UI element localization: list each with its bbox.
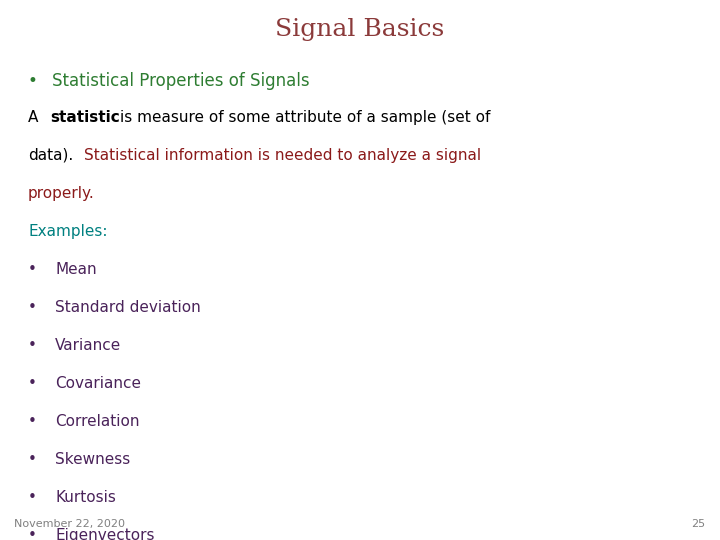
Text: Covariance: Covariance <box>55 376 141 391</box>
Text: Correlation: Correlation <box>55 414 140 429</box>
Text: •: • <box>28 528 37 540</box>
Text: •: • <box>28 490 37 505</box>
Text: statistic: statistic <box>50 110 120 125</box>
Text: 25: 25 <box>691 519 706 529</box>
Text: Mean: Mean <box>55 262 96 277</box>
Text: Statistical Properties of Signals: Statistical Properties of Signals <box>52 72 310 90</box>
Text: Skewness: Skewness <box>55 452 130 467</box>
Text: •: • <box>28 72 38 90</box>
Text: Statistical information is needed to analyze a signal: Statistical information is needed to ana… <box>84 148 481 163</box>
Text: November 22, 2020: November 22, 2020 <box>14 519 125 529</box>
Text: •: • <box>28 300 37 315</box>
Text: •: • <box>28 414 37 429</box>
Text: A: A <box>28 110 38 125</box>
Text: properly.: properly. <box>28 186 95 201</box>
Text: Signal Basics: Signal Basics <box>275 18 445 41</box>
Text: Eigenvectors: Eigenvectors <box>55 528 155 540</box>
Text: is measure of some attribute of a sample (set of: is measure of some attribute of a sample… <box>120 110 490 125</box>
Text: •: • <box>28 338 37 353</box>
Text: •: • <box>28 376 37 391</box>
Text: •: • <box>28 452 37 467</box>
Text: data).: data). <box>28 148 73 163</box>
Text: Kurtosis: Kurtosis <box>55 490 116 505</box>
Text: •: • <box>28 262 37 277</box>
Text: Variance: Variance <box>55 338 121 353</box>
Text: Standard deviation: Standard deviation <box>55 300 201 315</box>
Text: Examples:: Examples: <box>28 224 107 239</box>
